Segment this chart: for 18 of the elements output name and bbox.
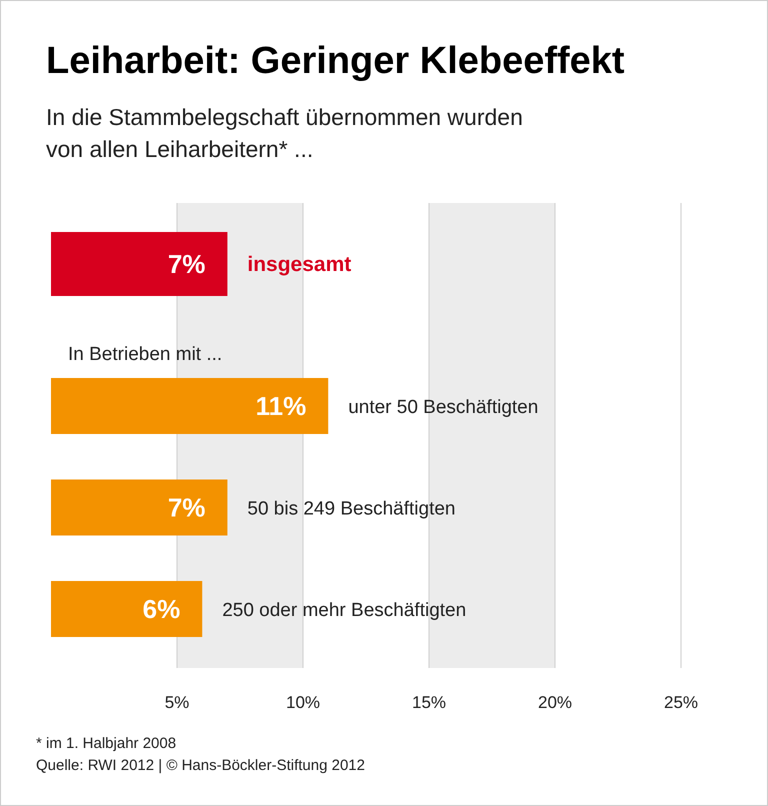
x-tick-label: 25% bbox=[664, 693, 698, 712]
y-tick-label: insgesamt bbox=[247, 253, 352, 276]
y-tick-label: 50 bis 249 Beschäftigten bbox=[247, 498, 456, 520]
chart-subtitle: In die Stammbelegschaft übernommen wurden von allen Leiharbeitern* ... bbox=[46, 104, 523, 162]
chart-title: Leiharbeit: Geringer Klebeeffekt bbox=[46, 40, 625, 82]
data-label: 7% bbox=[168, 492, 206, 522]
data-label: 6% bbox=[142, 594, 180, 624]
x-tick-label: 10% bbox=[286, 693, 320, 712]
data-label: 11% bbox=[256, 391, 306, 421]
x-tick-label: 5% bbox=[164, 693, 190, 712]
data-label: 7% bbox=[168, 249, 206, 279]
y-tick-label: 250 oder mehr Beschäftigten bbox=[222, 600, 466, 621]
y-tick-label: unter 50 Beschäftigten bbox=[348, 397, 538, 418]
annotation: In Betrieben mit ... bbox=[68, 344, 222, 365]
x-tick-label: 15% bbox=[412, 693, 446, 712]
source-note: Quelle: RWI 2012 | © Hans-Böckler-Stiftung 2012 bbox=[36, 757, 365, 774]
x-tick-label: 20% bbox=[538, 693, 572, 712]
text: * im 1. Halbjahr 2008 bbox=[36, 735, 176, 752]
